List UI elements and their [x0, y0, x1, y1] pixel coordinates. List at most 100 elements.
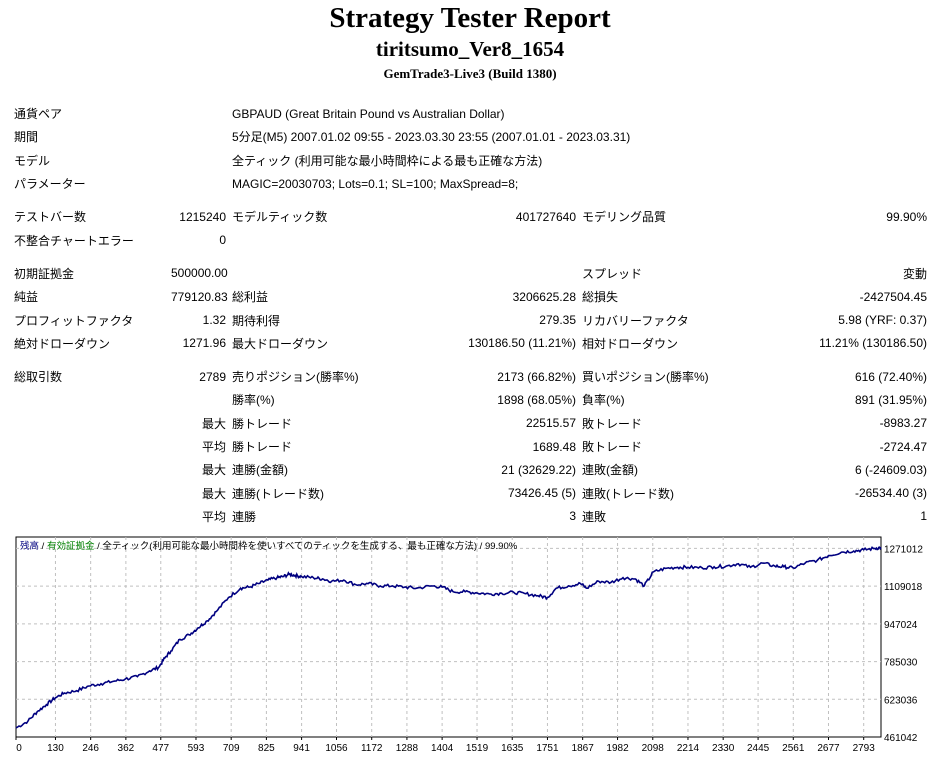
max-drawdown-label: 最大ドローダウン [232, 336, 329, 351]
mismatch-value: 0 [219, 233, 226, 248]
max-trade-row: 最大 勝トレード 22515.57 敗トレード -8983.27 [14, 412, 929, 435]
legend-equity: 有効証拠金 [47, 540, 95, 552]
legend-model: 全ティック(利用可能な最小時間枠を使いすべてのティックを生成する、最も正確な方法… [102, 540, 477, 552]
gross-loss-value: -2427504.45 [859, 289, 927, 304]
x-tick-label: 1404 [431, 743, 454, 754]
x-tick-label: 1751 [536, 743, 559, 754]
test-bars-label: テストバー数 [14, 210, 87, 225]
x-tick-label: 0 [16, 743, 22, 754]
max-word: 最大 [201, 463, 226, 478]
net-profit-value: 779120.83 [171, 289, 228, 304]
total-trades-value: 2789 [199, 369, 226, 384]
net-profit-label: 純益 [14, 290, 39, 305]
x-tick-label: 1982 [606, 743, 629, 754]
model-value: 全ティック (利用可能な最小時間枠による最も正確な方法) [232, 153, 543, 168]
expected-payoff-value: 279.35 [539, 313, 576, 328]
max-word: 最大 [201, 416, 226, 431]
cons-loss-amount-label: 連敗(金額) [582, 463, 638, 478]
cons-count-row: 最大 連勝(トレード数) 73426.45 (5) 連敗(トレード数) -265… [14, 481, 929, 504]
model-quality-label: モデリング品質 [582, 210, 667, 225]
pair-row: 通貨ペア GBPAUD (Great Britain Pound vs Aust… [14, 102, 929, 125]
max-word: 最大 [201, 486, 226, 501]
params-value: MAGIC=20030703; Lots=0.1; SL=100; MaxSpr… [232, 176, 519, 191]
page-title: Strategy Tester Report [329, 2, 611, 34]
deposit-value: 500000.00 [171, 266, 228, 281]
avg-trade-row: 平均 勝トレード 1689.48 敗トレード -2724.47 [14, 435, 929, 458]
abs-drawdown-label: 絶対ドローダウン [14, 336, 111, 351]
x-tick-label: 825 [258, 743, 275, 754]
x-tick-label: 2214 [677, 743, 700, 754]
y-tick-label: 461042 [884, 733, 918, 744]
x-tick-label: 2677 [817, 743, 840, 754]
balance-series-line [15, 546, 882, 729]
x-tick-label: 1635 [501, 743, 524, 754]
cons-loss-count-label: 連敗(トレード数) [582, 486, 674, 501]
legend-balance: 残高 [20, 540, 39, 552]
deposit-row: 初期証拠金 500000.00 スプレッド 変動 [14, 262, 929, 285]
avg-cons-loss-value: 1 [920, 509, 927, 524]
y-axis: 461042 623036 785030 947024 1109018 1271012 [884, 544, 923, 744]
x-tick-label: 593 [188, 743, 205, 754]
model-quality-value: 99.90% [886, 209, 927, 224]
y-tick-label: 785030 [884, 658, 918, 669]
factor-row: プロフィットファクタ 1.32 期待利得 279.35 リカバリーファクタ 5.… [14, 308, 929, 331]
pair-label: 通貨ペア [14, 107, 63, 122]
max-loss-value: -8983.27 [879, 416, 927, 431]
period-row: 期間 5分足(M5) 2007.01.02 09:55 - 2023.03.30… [14, 125, 929, 148]
x-tick-label: 2445 [747, 743, 770, 754]
recovery-factor-value: 5.98 (YRF: 0.37) [838, 313, 927, 328]
profit-factor-value: 1.32 [202, 313, 226, 328]
x-tick-label: 2793 [853, 743, 876, 754]
loss-rate-label: 負率(%) [582, 393, 625, 408]
total-trades-label: 総取引数 [14, 370, 63, 385]
y-tick-label: 1271012 [884, 544, 923, 555]
winrate-row: 勝率(%) 1898 (68.05%) 負率(%) 891 (31.95%) [14, 388, 929, 411]
legend-separator: / [39, 541, 47, 552]
loss-rate-value: 891 (31.95%) [854, 392, 927, 407]
x-tick-label: 130 [47, 743, 64, 754]
short-positions-value: 2173 (66.82%) [497, 369, 576, 384]
x-tick-label: 709 [223, 743, 240, 754]
model-ticks-label: モデルティック数 [232, 210, 328, 225]
avg-loss-label: 敗トレード [582, 440, 643, 454]
balance-chart: 残高 / 有効証拠金 / 全ティック(利用可能な最小時間枠を使いすべてのティック… [15, 536, 923, 754]
gross-profit-value: 3206625.28 [512, 289, 576, 304]
x-tick-label: 1056 [325, 743, 348, 754]
bars-row: テストバー数 1215240 モデルティック数 401727640 モデリング品… [14, 205, 929, 228]
x-tick-label: 1172 [361, 743, 383, 754]
profit-factor-label: プロフィットファクタ [14, 313, 134, 328]
max-drawdown-value: 130186.50 (11.21%) [468, 336, 576, 351]
long-positions-label: 買いポジション(勝率%) [582, 370, 709, 385]
drawdown-row: 絶対ドローダウン 1271.96 最大ドローダウン 130186.50 (11.… [14, 332, 929, 355]
trades-row: 総取引数 2789 売りポジション(勝率%) 2173 (66.82%) 買いポ… [14, 365, 929, 388]
y-tick-label: 1109018 [884, 582, 923, 593]
gross-loss-label: 総損失 [582, 290, 619, 305]
y-tick-label: 947024 [884, 620, 918, 631]
chart-grid [16, 537, 881, 737]
y-tick-label: 623036 [884, 695, 918, 706]
model-ticks-value: 401727640 [515, 209, 576, 224]
max-win-label: 勝トレード [232, 416, 293, 431]
avg-loss-value: -2724.47 [879, 439, 927, 454]
cons-win-amount-label: 連勝(金額) [232, 463, 288, 478]
mismatch-label: 不整合チャートエラー [14, 233, 134, 248]
legend-separator: / [477, 541, 485, 552]
cons-win-count-label: 連勝(トレード数) [232, 486, 324, 501]
cons-loss-count-value: -26534.40 (3) [854, 486, 927, 501]
abs-drawdown-value: 1271.96 [182, 336, 226, 351]
x-tick-label: 246 [82, 743, 99, 754]
x-tick-label: 2561 [782, 743, 805, 754]
x-tick-label: 941 [293, 743, 310, 754]
mismatch-row: 不整合チャートエラー 0 [14, 228, 929, 251]
cons-win-count-value: 73426.45 (5) [507, 486, 576, 501]
expected-payoff-label: 期待利得 [232, 313, 281, 328]
deposit-label: 初期証拠金 [14, 266, 75, 281]
profit-row: 純益 779120.83 総利益 3206625.28 総損失 -2427504… [14, 285, 929, 308]
build-info: GemTrade3-Live3 (Build 1380) [383, 66, 557, 81]
model-row: モデル 全ティック (利用可能な最小時間枠による最も正確な方法) [14, 149, 929, 172]
x-axis: 0 130 246 362 477 593 709 825 941 1056 1172 1288 140… [15, 737, 876, 754]
report-subtitle: tiritsumo_Ver8_1654 [375, 37, 565, 61]
params-label: パラメーター [14, 177, 86, 192]
cons-amount-row: 最大 連勝(金額) 21 (32629.22) 連敗(金額) 6 (-24609… [14, 458, 929, 481]
long-positions-value: 616 (72.40%) [854, 369, 927, 384]
